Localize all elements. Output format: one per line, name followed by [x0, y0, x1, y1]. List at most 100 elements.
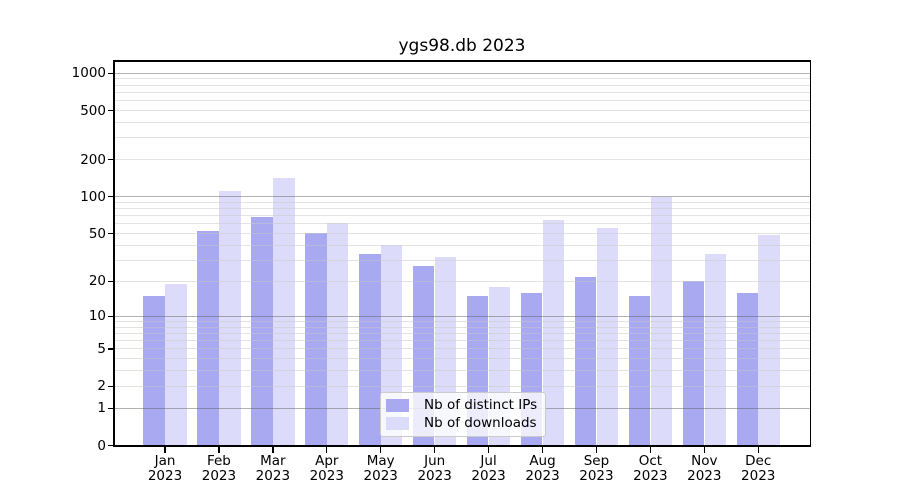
y-tick-mark — [108, 315, 114, 317]
legend-label-downloads: Nb of downloads — [424, 415, 537, 431]
y-tick-label: 0 — [97, 437, 106, 454]
y-tick-label: 1 — [97, 400, 106, 417]
x-tick-mark — [703, 446, 705, 453]
minor-gridline — [114, 100, 810, 102]
major-gridline — [114, 72, 810, 74]
x-tick-label: Dec 2023 — [741, 452, 776, 484]
x-tick-label: Mar 2023 — [255, 452, 291, 484]
y-tick-mark — [108, 385, 114, 387]
legend-item-distinct-ips: Nb of distinct IPs — [386, 398, 539, 413]
minor-gridline — [114, 208, 810, 210]
minor-gridline — [114, 137, 810, 139]
minor-gridline — [114, 385, 810, 387]
bar-nb-of-distinct-ips-feb — [197, 230, 219, 446]
x-tick-label: Jun 2023 — [417, 452, 452, 484]
minor-gridline — [114, 84, 810, 86]
minor-gridline — [114, 332, 810, 334]
y-tick-mark — [108, 159, 114, 161]
axis-spine-left — [113, 60, 115, 447]
major-gridline — [114, 315, 810, 317]
bar-nb-of-distinct-ips-mar — [251, 217, 273, 446]
minor-gridline — [114, 244, 810, 246]
bar-nb-of-downloads-nov — [704, 253, 726, 446]
minor-gridline — [114, 370, 810, 372]
x-tick-mark — [649, 446, 652, 453]
minor-gridline — [114, 201, 810, 203]
x-tick-mark — [757, 446, 759, 453]
y-tick-mark — [108, 109, 114, 112]
axis-spine-bottom — [113, 445, 812, 447]
minor-gridline — [114, 348, 810, 350]
legend-swatch-distinct-ips — [386, 399, 409, 412]
bar-nb-of-distinct-ips-nov — [682, 281, 705, 446]
bar-nb-of-downloads-sep — [596, 227, 619, 446]
minor-gridline — [114, 259, 810, 261]
y-tick-mark — [108, 196, 114, 198]
minor-gridline — [114, 91, 810, 93]
minor-gridline — [114, 320, 810, 322]
legend-item-downloads: Nb of downloads — [386, 416, 539, 431]
bar-nb-of-distinct-ips-dec — [736, 292, 759, 446]
y-tick-label: 1000 — [71, 65, 106, 82]
axis-spine-right — [809, 60, 812, 447]
y-tick-mark — [108, 280, 114, 283]
chart-title: ygs98.db 2023 — [398, 36, 526, 56]
y-tick-label: 200 — [80, 151, 106, 168]
bar-nb-of-distinct-ips-sep — [574, 276, 597, 446]
x-tick-mark — [487, 446, 490, 453]
x-tick-mark — [218, 446, 220, 453]
bar-nb-of-downloads-aug — [542, 219, 565, 446]
y-tick-label: 10 — [88, 308, 106, 325]
y-tick-label: 20 — [88, 273, 106, 290]
major-gridline — [114, 196, 810, 198]
minor-gridline — [114, 159, 810, 161]
bar-nb-of-downloads-apr — [326, 223, 349, 446]
bar-nb-of-distinct-ips-apr — [305, 232, 327, 446]
x-tick-mark — [380, 446, 382, 453]
bar-nb-of-downloads-jan — [165, 284, 187, 446]
bar-nb-of-distinct-ips-may — [359, 253, 381, 446]
x-tick-label: Apr 2023 — [309, 452, 344, 484]
minor-gridline — [114, 233, 810, 235]
x-tick-mark — [595, 446, 598, 453]
x-tick-label: Jan 2023 — [147, 452, 183, 484]
minor-gridline — [114, 215, 810, 217]
y-tick-mark — [108, 232, 114, 235]
x-tick-label: Sep 2023 — [579, 452, 614, 484]
y-tick-mark — [108, 348, 114, 350]
y-tick-mark — [108, 444, 114, 447]
x-tick-label: Jul 2023 — [471, 452, 506, 484]
legend-label-distinct-ips: Nb of distinct IPs — [424, 397, 538, 413]
x-tick-label: Aug 2023 — [525, 452, 560, 484]
minor-gridline — [114, 223, 810, 225]
legend-swatch-downloads — [386, 417, 409, 430]
y-tick-label: 2 — [97, 378, 106, 395]
bar-nb-of-downloads-dec — [758, 234, 780, 446]
y-tick-label: 50 — [88, 225, 106, 242]
x-tick-mark — [541, 446, 544, 453]
x-tick-label: Feb 2023 — [201, 452, 237, 484]
y-tick-mark — [108, 407, 114, 409]
y-tick-label: 100 — [80, 188, 106, 205]
legend: Nb of distinct IPs Nb of downloads — [380, 392, 546, 437]
axis-spine-top — [113, 60, 812, 62]
x-tick-mark — [326, 446, 328, 453]
minor-gridline — [114, 340, 810, 342]
minor-gridline — [114, 78, 810, 80]
y-tick-label: 5 — [97, 340, 106, 357]
minor-gridline — [114, 280, 810, 282]
x-tick-label: Oct 2023 — [633, 452, 668, 484]
x-tick-mark — [164, 446, 166, 453]
minor-gridline — [114, 358, 810, 360]
x-tick-mark — [272, 446, 274, 453]
minor-gridline — [114, 326, 810, 328]
minor-gridline — [114, 122, 810, 124]
minor-gridline — [114, 110, 810, 112]
x-tick-label: May 2023 — [363, 452, 398, 484]
x-tick-mark — [434, 446, 436, 453]
y-tick-mark — [108, 72, 114, 74]
y-tick-label: 500 — [80, 102, 106, 119]
